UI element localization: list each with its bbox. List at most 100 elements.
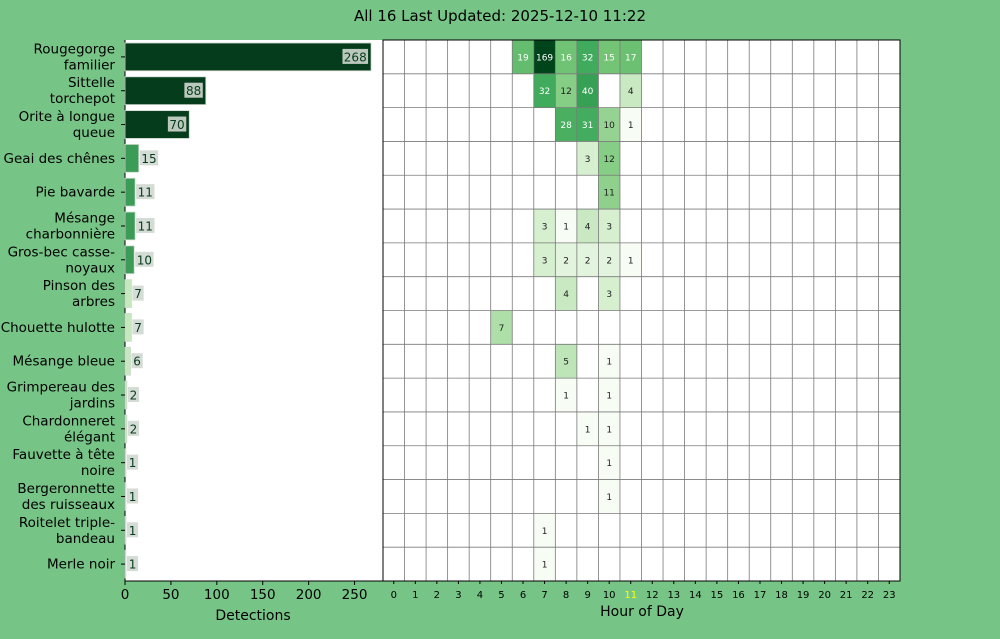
heatmap-cell-value: 7 [499, 324, 505, 334]
species-label: Pie bavarde [36, 185, 115, 201]
hour-tick-label: 16 [732, 590, 745, 601]
hour-tick-label: 8 [563, 590, 569, 601]
heatmap-cell [555, 378, 577, 412]
heatmap-cell [533, 40, 556, 74]
bar [124, 448, 127, 477]
bar-x-tick-label: 50 [162, 587, 179, 603]
heatmap-cell [576, 242, 599, 277]
hour-tick-label: 2 [434, 590, 440, 601]
bar [124, 144, 140, 173]
heatmap-cell-value: 3 [585, 155, 591, 165]
heatmap-cell-value: 1 [542, 527, 548, 537]
bar [124, 549, 127, 579]
species-label: Fauvette à tête noire [12, 447, 115, 479]
heatmap-cell [533, 209, 556, 243]
heatmap-cell-value: 12 [560, 87, 571, 97]
heatmap-cell [598, 209, 620, 243]
bar [124, 177, 136, 207]
hour-tick-label: 7 [541, 590, 547, 601]
species-label: Grimpereau des jardins [7, 380, 115, 412]
heatmap-cell-value: 1 [606, 493, 612, 503]
heatmap-cell-value: 32 [582, 53, 593, 63]
bar [124, 414, 128, 444]
species-label: Orite à longue queue [19, 109, 115, 141]
heatmap-cell [576, 73, 599, 108]
bar-x-axis-label: Detections [215, 608, 290, 624]
bar-value-label: 1 [129, 456, 137, 470]
heatmap-cell-value: 28 [560, 121, 572, 131]
heatmap-cell-value: 1 [606, 358, 612, 368]
species-label: Rougegorge familier [34, 41, 116, 73]
bar-value-label: 1 [129, 524, 137, 538]
heatmap-cell-value: 3 [606, 222, 612, 232]
bar-value-label: 7 [134, 321, 142, 335]
heatmap-cell-value: 1 [606, 459, 612, 469]
heatmap-cell-value: 3 [542, 256, 548, 266]
bar-x-tick-label: 150 [250, 587, 276, 603]
species-label: Chouette hulotte [1, 320, 115, 336]
heatmap-cell [555, 107, 577, 142]
heatmap-cell [555, 73, 577, 108]
bar-x-tick-label: 100 [204, 587, 230, 603]
heatmap-cell [619, 107, 642, 142]
heatmap-cell [555, 40, 577, 74]
heatmap-cell [555, 242, 577, 277]
bar-value-label-box [131, 353, 143, 369]
heatmap-cell-value: 17 [625, 53, 636, 63]
heatmap-cell [598, 479, 620, 514]
heatmap-cell [533, 547, 556, 581]
heatmap-cell-value: 5 [563, 358, 569, 368]
bar-value-label-box [127, 387, 140, 403]
heatmap-cell-value: 12 [603, 155, 614, 165]
heatmap-cell [619, 242, 642, 277]
bar-x-tick-label: 250 [342, 587, 368, 603]
heatmap-cell-value: 2 [563, 256, 569, 266]
hour-tick-label: 10 [603, 590, 616, 601]
heatmap-cell [576, 141, 599, 176]
heatmap-cell-value: 4 [628, 87, 634, 97]
heatmap-cell [598, 445, 620, 480]
bar [124, 380, 128, 410]
heatmap-cell [619, 73, 642, 108]
heatmap-cell [576, 107, 599, 142]
bar-value-label-box [126, 488, 139, 504]
heatmap-cell [619, 40, 642, 74]
hour-tick-label: 11 [624, 590, 637, 601]
bar [124, 346, 131, 376]
bar-value-label: 7 [134, 287, 142, 301]
bar-value-label: 2 [130, 422, 138, 436]
bar-x-tick-label: 200 [296, 587, 322, 603]
heatmap-cell [555, 209, 577, 243]
bar [124, 42, 372, 72]
heatmap-cell [533, 513, 556, 548]
heatmap-cell-value: 1 [628, 256, 634, 266]
heatmap-cell [598, 276, 620, 311]
bar-value-label-box [184, 82, 203, 98]
heatmap-cell [598, 344, 620, 379]
bar-value-label: 2 [130, 389, 138, 403]
species-label: Geai des chênes [4, 151, 115, 167]
heatmap-cell-value: 3 [606, 290, 612, 300]
heatmap-cell-value: 1 [628, 121, 634, 131]
bar [124, 211, 136, 241]
heatmap-cell-value: 11 [603, 189, 614, 199]
hour-tick-label: 18 [775, 590, 788, 601]
heatmap-cell-value: 169 [536, 53, 553, 63]
species-label: Bergeronnette des ruisseaux [17, 481, 115, 513]
heatmap-cell [576, 40, 599, 74]
heatmap-cell-value: 16 [560, 53, 572, 63]
species-label: Chardonneret élégant [22, 413, 115, 445]
species-label: Sittelle torchepot [50, 75, 115, 107]
bar-x-tick-label: 0 [121, 587, 130, 603]
heatmap-cell-value: 1 [606, 425, 612, 435]
heatmap-cell [598, 107, 620, 142]
bar-value-label: 11 [138, 186, 153, 200]
heatmap-cell [598, 378, 620, 412]
species-label: Mésange charbonnière [26, 210, 115, 242]
heatmap-cell-value: 2 [606, 256, 612, 266]
heatmap-cell [555, 276, 577, 311]
bar-value-label-box [126, 522, 139, 538]
bar [124, 245, 135, 275]
bar [124, 482, 127, 511]
